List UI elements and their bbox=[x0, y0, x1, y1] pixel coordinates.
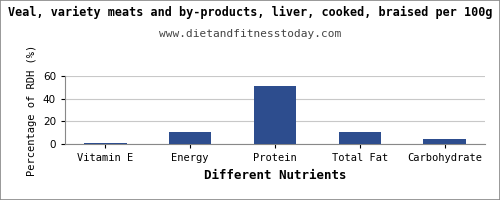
Y-axis label: Percentage of RDH (%): Percentage of RDH (%) bbox=[28, 44, 38, 176]
Bar bbox=[424, 139, 466, 144]
Bar bbox=[338, 132, 381, 144]
Bar bbox=[254, 86, 296, 144]
Bar bbox=[84, 143, 126, 144]
X-axis label: Different Nutrients: Different Nutrients bbox=[204, 169, 346, 182]
Text: Veal, variety meats and by-products, liver, cooked, braised per 100g: Veal, variety meats and by-products, liv… bbox=[8, 6, 492, 19]
Text: www.dietandfitnesstoday.com: www.dietandfitnesstoday.com bbox=[159, 29, 341, 39]
Bar bbox=[169, 132, 212, 144]
